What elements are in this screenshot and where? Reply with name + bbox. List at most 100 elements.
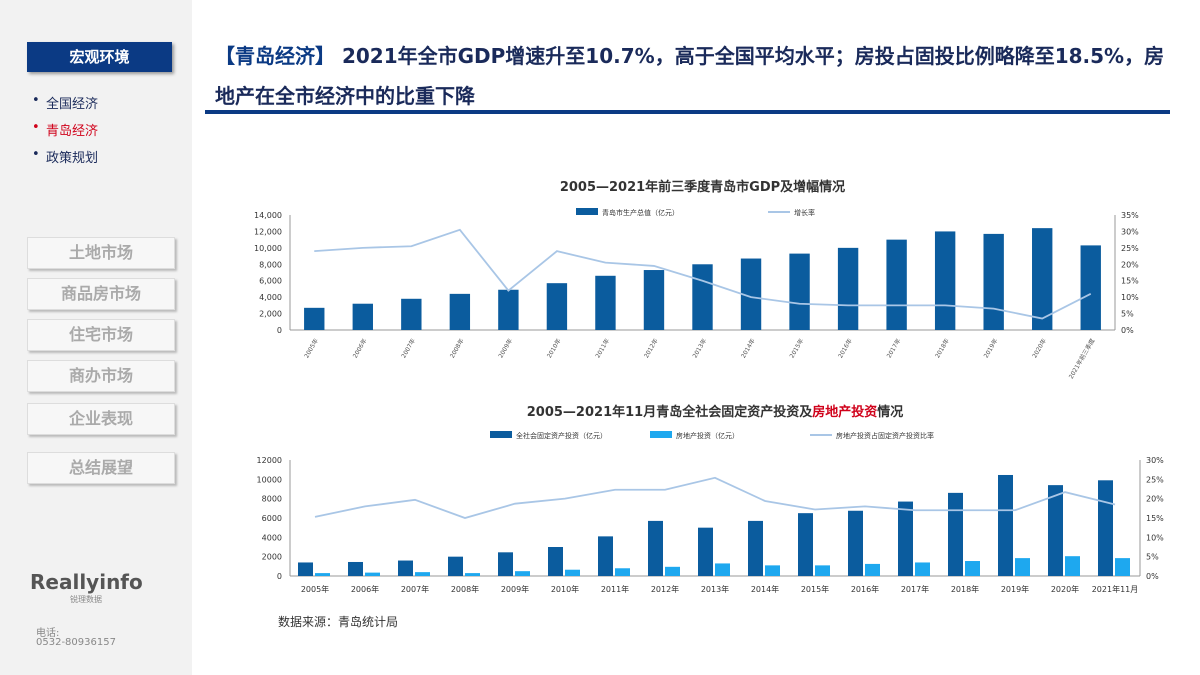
- bar-primary: [692, 264, 713, 330]
- x-tick-label: 2013年: [691, 337, 709, 359]
- y2-tick-label: 10%: [1121, 293, 1139, 302]
- chart-title: 2005—2021年前三季度青岛市GDP及增幅情况: [560, 179, 845, 195]
- logo-subtitle: 锐理数据: [70, 595, 102, 604]
- logo: Reallyinfo: [30, 570, 143, 594]
- bar-primary: [1080, 245, 1101, 330]
- x-tick-label: 2007年: [401, 584, 429, 594]
- bar-primary: [998, 474, 1013, 576]
- x-tick-label: 2009年: [501, 584, 529, 594]
- page-title: 【青岛经济】 2021年全市GDP增速升至10.7%，高于全国平均水平；房投占固…: [215, 36, 1175, 116]
- y2-tick-label: 5%: [1121, 310, 1134, 319]
- y2-tick-label: 10%: [1146, 533, 1164, 542]
- x-tick-label: 2015年: [801, 584, 829, 594]
- legend-swatch: [490, 431, 512, 438]
- y2-tick-label: 30%: [1121, 227, 1139, 236]
- x-tick-label: 2021年前三季度: [1067, 337, 1097, 380]
- x-tick-label: 2019年: [982, 337, 1000, 359]
- y2-tick-label: 25%: [1146, 475, 1164, 484]
- y-tick-label: 6,000: [259, 277, 282, 286]
- bar-secondary: [815, 565, 830, 576]
- x-tick-label: 2014年: [751, 584, 779, 594]
- bar-secondary: [765, 565, 780, 576]
- bar-primary: [348, 561, 363, 576]
- chart-title-text: 2005—2021年11月青岛全社会固定资产投资及: [527, 404, 813, 420]
- bar-primary: [298, 562, 313, 576]
- bar-primary: [304, 307, 325, 330]
- title-divider: [205, 110, 1170, 114]
- bar-secondary: [415, 572, 430, 576]
- x-tick-label: 2016年: [836, 337, 854, 359]
- bar-primary: [648, 520, 663, 576]
- y-tick-label: 8,000: [259, 260, 282, 269]
- bar-primary: [595, 275, 616, 330]
- bar-primary: [448, 556, 463, 576]
- x-tick-label: 2011年: [601, 584, 629, 594]
- x-tick-label: 2006年: [351, 584, 379, 594]
- bar-secondary: [365, 572, 380, 576]
- chart-title-text: 2005—2021年前三季度青岛市GDP及增幅情况: [560, 179, 845, 195]
- x-tick-label: 2012年: [651, 584, 679, 594]
- subnav-national-economy[interactable]: 全国经济: [32, 93, 98, 112]
- bar-secondary: [1115, 558, 1130, 576]
- y-tick-label: 12,000: [254, 227, 282, 236]
- y2-tick-label: 5%: [1146, 553, 1159, 562]
- x-tick-label: 2008年: [448, 337, 466, 359]
- y-tick-label: 0: [277, 326, 282, 335]
- y2-tick-label: 0%: [1121, 326, 1134, 335]
- bar-primary: [886, 239, 907, 330]
- y-tick-label: 0: [277, 572, 282, 581]
- y-tick-label: 12000: [257, 456, 282, 465]
- bar-primary: [498, 289, 519, 330]
- x-tick-label: 2014年: [739, 337, 757, 359]
- bar-secondary: [615, 568, 630, 576]
- bar-secondary: [565, 569, 580, 576]
- bar-secondary: [965, 561, 980, 576]
- legend-swatch: [650, 431, 672, 438]
- bar-primary: [398, 560, 413, 576]
- bar-secondary: [915, 562, 930, 576]
- x-tick-label: 2008年: [451, 584, 479, 594]
- subnav-qingdao-economy[interactable]: 青岛经济: [32, 120, 98, 139]
- x-tick-label: 2012年: [642, 337, 660, 359]
- nav-macro-environment[interactable]: 宏观环境: [27, 42, 172, 72]
- title-tag: 【青岛经济】: [215, 44, 335, 68]
- nav-enterprise[interactable]: 企业表现: [27, 403, 175, 435]
- bar-primary: [848, 510, 863, 576]
- y-tick-label: 14,000: [254, 211, 282, 220]
- bar-primary: [948, 492, 963, 576]
- bar-primary: [983, 233, 1004, 330]
- bar-secondary: [715, 563, 730, 576]
- y2-tick-label: 35%: [1121, 211, 1139, 220]
- nav-land-market[interactable]: 土地市场: [27, 237, 175, 269]
- y-tick-label: 6000: [262, 514, 282, 523]
- bar-primary: [352, 303, 373, 330]
- x-tick-label: 2019年: [1001, 584, 1029, 594]
- bar-primary: [1048, 485, 1063, 576]
- bar-primary: [837, 247, 859, 330]
- bar-primary: [698, 527, 713, 576]
- nav-summary[interactable]: 总结展望: [27, 452, 175, 484]
- bar-primary: [789, 253, 810, 330]
- bar-primary: [498, 552, 513, 576]
- subnav-policy[interactable]: 政策规划: [32, 147, 98, 166]
- bar-primary: [740, 258, 762, 330]
- sidebar: 宏观环境 全国经济 青岛经济 政策规划 土地市场 商品房市场 住宅市场 商办市场…: [0, 0, 192, 675]
- legend-label: 增长率: [794, 208, 815, 217]
- x-tick-label: 2017年: [885, 337, 903, 359]
- x-tick-label: 2006年: [351, 337, 369, 359]
- bar-primary: [1032, 228, 1053, 330]
- bar-secondary: [1015, 558, 1030, 576]
- bar-primary: [548, 547, 563, 576]
- y2-tick-label: 20%: [1121, 260, 1139, 269]
- nav-commodity-housing[interactable]: 商品房市场: [27, 278, 175, 310]
- y-tick-label: 10000: [257, 475, 282, 484]
- x-tick-label: 2018年: [933, 337, 951, 359]
- bar-secondary: [315, 573, 330, 576]
- y2-tick-label: 30%: [1146, 456, 1164, 465]
- y-tick-label: 4000: [262, 533, 282, 542]
- nav-residential[interactable]: 住宅市场: [27, 319, 175, 351]
- y-tick-label: 2,000: [259, 310, 282, 319]
- legend-label: 房地产投资（亿元）: [676, 431, 739, 440]
- nav-commercial-office[interactable]: 商办市场: [27, 360, 175, 392]
